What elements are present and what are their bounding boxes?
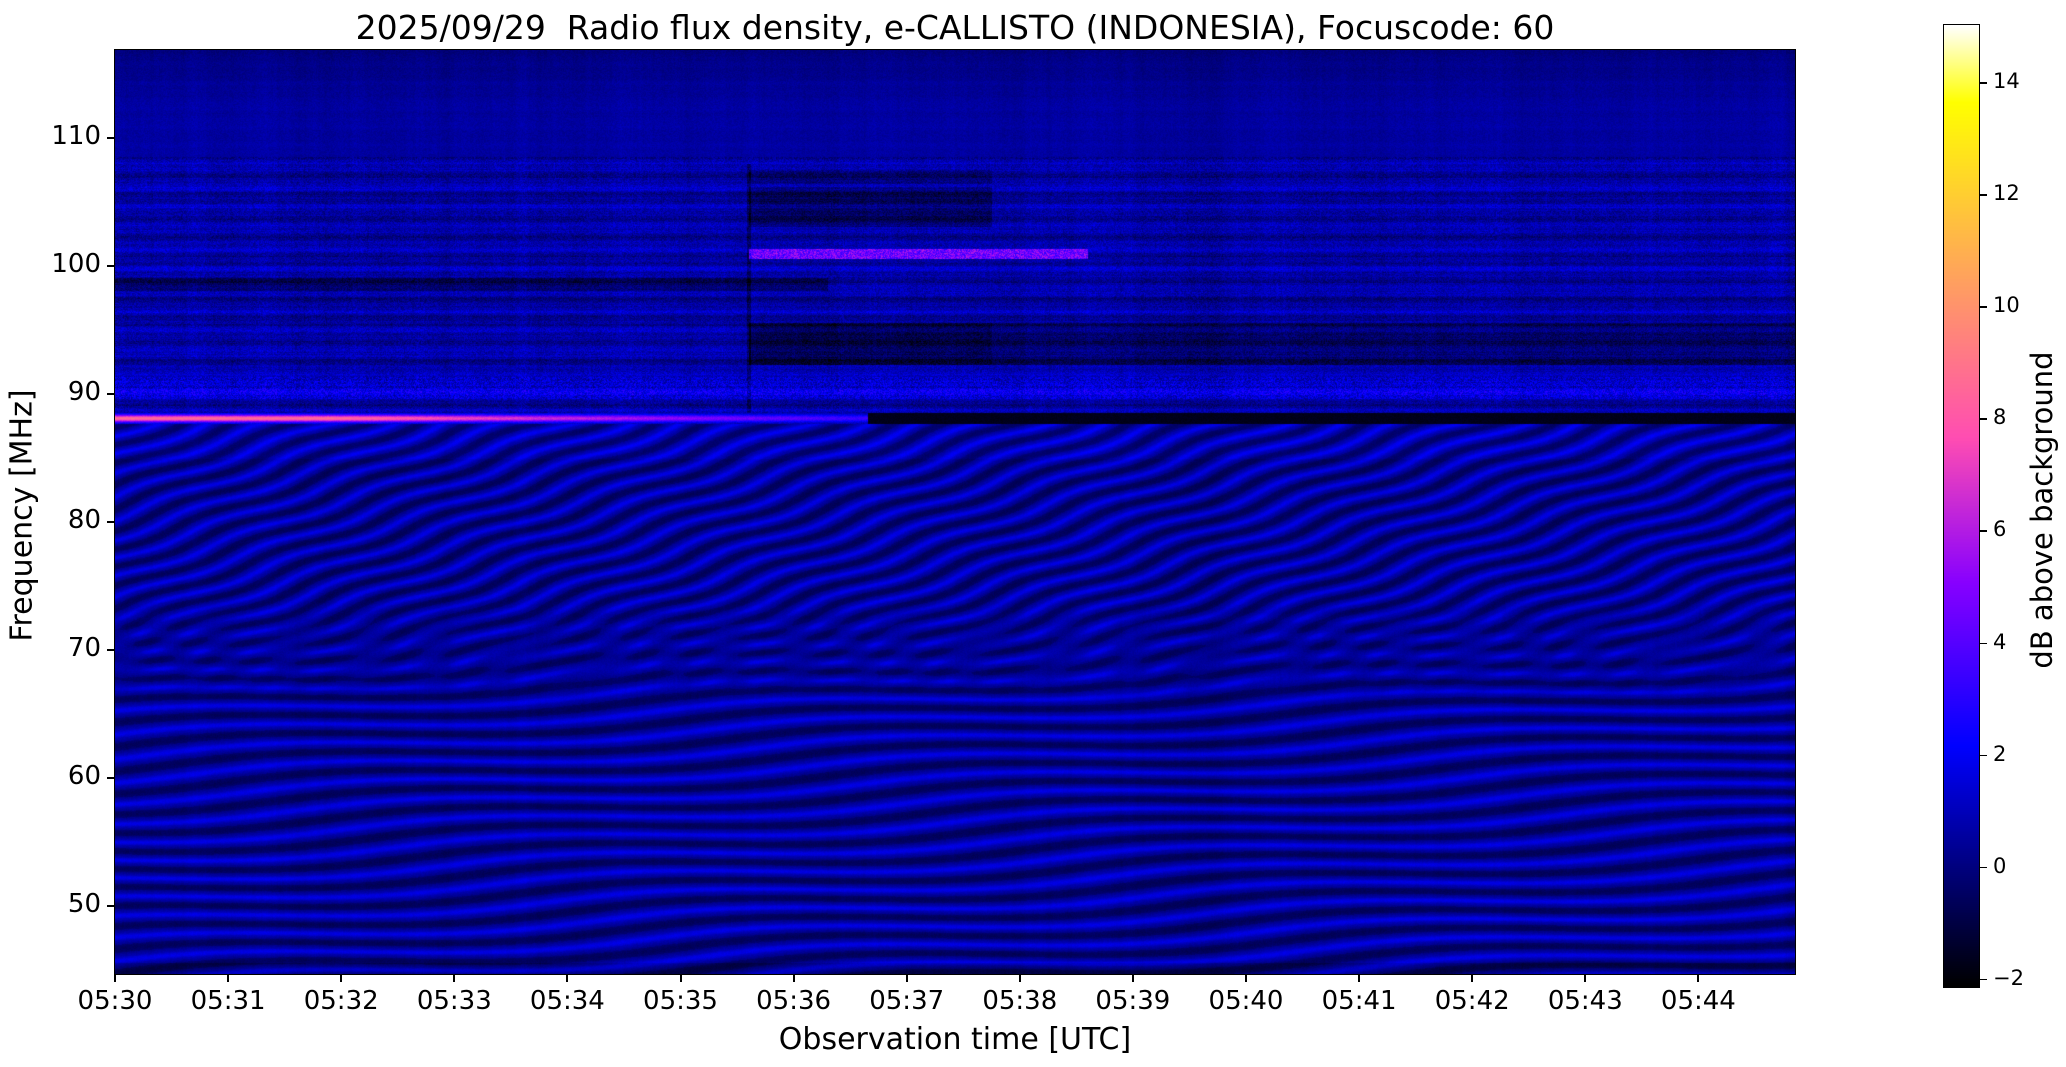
x-tick-label: 05:36 [756, 986, 832, 1016]
colorbar-tick-mark [1980, 306, 1987, 308]
x-tick-mark [1697, 974, 1700, 982]
x-tick-label: 05:38 [982, 986, 1058, 1016]
colorbar-tick-mark [1980, 530, 1987, 532]
x-tick-label: 05:41 [1321, 986, 1397, 1016]
x-tick-mark [453, 974, 456, 982]
colorbar-label: dB above background [2025, 351, 2059, 669]
colorbar-tick-mark [1980, 754, 1987, 757]
colorbar [1943, 24, 1981, 989]
y-tick-mark [107, 265, 115, 267]
x-tick-label: 05:37 [869, 986, 945, 1016]
x-tick-mark [227, 974, 230, 982]
y-tick-label: 70 [67, 633, 101, 663]
x-tick-mark [114, 974, 116, 982]
x-tick-label: 05:40 [1208, 986, 1284, 1016]
y-tick-mark [107, 521, 115, 523]
y-tick-mark [107, 137, 115, 139]
x-tick-label: 05:42 [1434, 986, 1510, 1016]
x-tick-mark [1584, 974, 1587, 982]
colorbar-tick-mark [1980, 866, 1987, 869]
x-tick-label: 05:43 [1547, 986, 1623, 1016]
colorbar-tick-label: 4 [1993, 629, 2007, 654]
x-tick-mark [1131, 974, 1134, 982]
x-tick-mark [340, 974, 343, 982]
x-tick-label: 05:30 [77, 986, 153, 1016]
colorbar-tick-mark [1980, 978, 1987, 981]
colorbar-tick-label: 14 [1993, 69, 2020, 93]
x-tick-label: 05:34 [529, 986, 605, 1016]
x-tick-label: 05:33 [416, 986, 492, 1016]
x-tick-mark [792, 974, 795, 982]
x-tick-mark [1018, 974, 1021, 982]
spectrogram-plot-area [113, 48, 1796, 975]
x-tick-mark [1358, 974, 1361, 982]
figure-title: 2025/09/29 Radio flux density, e-CALLIST… [355, 8, 1555, 47]
x-tick-mark [905, 974, 908, 982]
colorbar-tick-label: 6 [1993, 517, 2007, 542]
x-axis-label: Observation time [UTC] [778, 1022, 1132, 1057]
colorbar-tick-label: 10 [1993, 293, 2020, 318]
colorbar-tick-mark [1980, 194, 1987, 196]
x-tick-mark [1471, 974, 1474, 982]
colorbar-tick-mark [1980, 642, 1987, 645]
x-tick-label: 05:35 [643, 986, 718, 1016]
x-tick-label: 05:39 [1095, 986, 1171, 1016]
colorbar-tick-label: 8 [1993, 405, 2007, 430]
colorbar-tick-label: −2 [1993, 965, 2024, 990]
x-tick-label: 05:32 [303, 986, 379, 1016]
y-tick-mark [107, 649, 115, 651]
x-tick-mark [679, 974, 682, 982]
colorbar-tick-label: 2 [1993, 741, 2007, 766]
y-tick-label: 60 [67, 761, 101, 791]
colorbar-tick-mark [1980, 418, 1987, 420]
y-tick-label: 100 [51, 249, 101, 279]
x-tick-mark [566, 974, 569, 982]
y-tick-mark [107, 905, 115, 907]
y-tick-label: 80 [67, 505, 101, 535]
colorbar-tick-label: 12 [1993, 181, 2020, 206]
y-tick-mark [107, 393, 115, 395]
x-tick-mark [1245, 974, 1247, 982]
y-tick-label: 50 [67, 889, 101, 919]
colorbar-tick-label: 0 [1993, 853, 2007, 878]
y-tick-mark [107, 777, 115, 779]
colorbar-canvas [1944, 25, 1980, 988]
x-tick-label: 05:44 [1660, 986, 1736, 1016]
y-tick-label: 110 [51, 121, 101, 151]
y-tick-label: 90 [67, 377, 101, 407]
spectrogram-canvas [114, 49, 1795, 974]
colorbar-tick-mark [1980, 82, 1987, 84]
x-tick-label: 05:31 [190, 986, 266, 1016]
